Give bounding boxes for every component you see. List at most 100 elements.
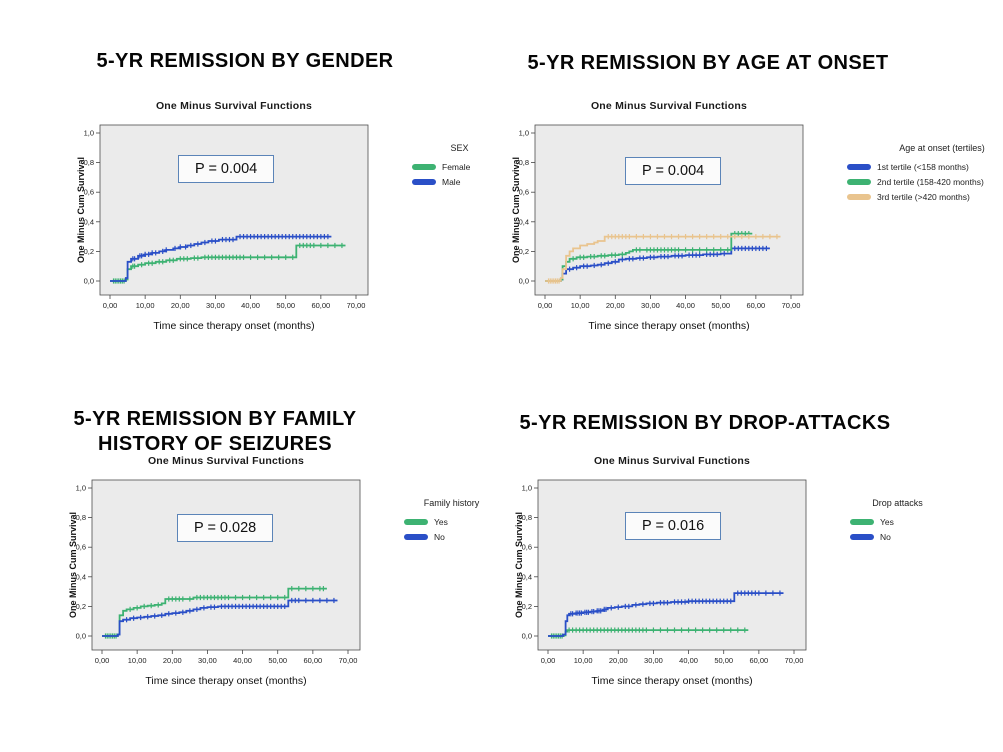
- svg-text:0,2: 0,2: [519, 247, 529, 256]
- svg-text:0,8: 0,8: [84, 158, 94, 167]
- survival-plot-family-history: 0,00 10,00 20,00 30,00 40,00 50,00 60,00 70,00 0…: [76, 479, 361, 666]
- svg-text:30,00: 30,00: [206, 301, 225, 310]
- axes-ticks: 0,00 10,00 20,00 30,00 40,00 50,00 60,00 70,00 0…: [519, 129, 801, 311]
- legend-items: 1st tertile (<158 months) 2nd tertile (15…: [847, 162, 1003, 202]
- y-axis-label: One Minus Cum Survival: [76, 156, 86, 264]
- svg-text:0,0: 0,0: [522, 632, 532, 641]
- panel-drop-attacks: One Minus Survival Functions One Minus C…: [498, 455, 923, 687]
- svg-text:70,00: 70,00: [785, 656, 804, 665]
- svg-text:0,8: 0,8: [519, 158, 529, 167]
- heading-gender: 5-YR REMISSION BY GENDER: [96, 50, 394, 73]
- svg-text:50,00: 50,00: [714, 656, 733, 665]
- svg-text:0,0: 0,0: [84, 277, 94, 286]
- series-2nd-tertile-158-420-months-: [545, 231, 753, 282]
- axes-ticks: 0,00 10,00 20,00 30,00 40,00 50,00 60,00 70,00 0…: [84, 129, 366, 311]
- plot-area: [537, 479, 807, 651]
- legend-swatch-icon: [850, 519, 874, 525]
- legend-item-label: 1st tertile (<158 months): [877, 162, 969, 172]
- svg-text:0,2: 0,2: [522, 602, 532, 611]
- svg-text:60,00: 60,00: [311, 301, 330, 310]
- plot-area: [91, 479, 361, 651]
- legend-family-history: Family history Yes No: [404, 498, 499, 547]
- series-no: [548, 590, 784, 637]
- legend-swatch-icon: [412, 179, 436, 185]
- x-axis-label: Time since therapy onset (months): [588, 320, 750, 332]
- legend-swatch-icon: [404, 534, 428, 540]
- svg-text:10,00: 10,00: [128, 656, 147, 665]
- legend-item-label: Male: [442, 177, 461, 187]
- legend-swatch-icon: [850, 534, 874, 540]
- svg-text:60,00: 60,00: [749, 656, 768, 665]
- legend-title: Family history: [423, 498, 480, 508]
- legend-title: Age at onset (tertiles): [899, 143, 985, 153]
- svg-text:10,00: 10,00: [574, 656, 593, 665]
- legend-item: 1st tertile (<158 months): [847, 162, 1003, 172]
- svg-text:0,2: 0,2: [84, 247, 94, 256]
- p-value-box: P = 0.004: [625, 157, 722, 185]
- legend-item: Yes: [850, 517, 945, 527]
- svg-text:10,00: 10,00: [571, 301, 590, 310]
- legend-item: Male: [412, 177, 507, 187]
- svg-text:0,8: 0,8: [76, 513, 86, 522]
- svg-text:1,0: 1,0: [522, 484, 532, 493]
- series-1st-tertile-158-months-: [545, 245, 770, 282]
- svg-text:70,00: 70,00: [347, 301, 366, 310]
- legend-swatch-icon: [847, 194, 871, 200]
- svg-text:0,8: 0,8: [522, 513, 532, 522]
- legend-items: Yes No: [850, 517, 945, 542]
- svg-text:0,00: 0,00: [538, 301, 553, 310]
- legend-item-label: Female: [442, 162, 471, 172]
- svg-text:0,0: 0,0: [519, 277, 529, 286]
- svg-text:0,4: 0,4: [522, 572, 532, 581]
- chart-title: One Minus Survival Functions: [155, 100, 313, 112]
- legend-item-label: Yes: [880, 517, 894, 527]
- p-value-box: P = 0.004: [178, 155, 275, 183]
- svg-text:30,00: 30,00: [198, 656, 217, 665]
- svg-text:20,00: 20,00: [171, 301, 190, 310]
- series-3rd-tertile-420-months-: [545, 234, 781, 284]
- legend-item-label: No: [880, 532, 891, 542]
- legend-item: 2nd tertile (158-420 months): [847, 177, 1003, 187]
- svg-text:0,2: 0,2: [76, 602, 86, 611]
- chart-title: One Minus Survival Functions: [590, 100, 748, 112]
- svg-text:20,00: 20,00: [606, 301, 625, 310]
- heading-drop-attacks: 5-YR REMISSION BY DROP-ATTACKS: [519, 412, 891, 435]
- legend-item: Yes: [404, 517, 499, 527]
- svg-text:30,00: 30,00: [644, 656, 663, 665]
- legend-item-label: 2nd tertile (158-420 months): [877, 177, 984, 187]
- svg-text:10,00: 10,00: [136, 301, 155, 310]
- svg-text:1,0: 1,0: [76, 484, 86, 493]
- axes-ticks: 0,00 10,00 20,00 30,00 40,00 50,00 60,00 70,00 0…: [76, 484, 358, 666]
- svg-text:0,6: 0,6: [84, 188, 94, 197]
- panel-age-at-onset: One Minus Survival Functions One Minus C…: [495, 100, 985, 332]
- plot-area: [99, 124, 369, 296]
- x-axis-label: Time since therapy onset (months): [591, 675, 753, 687]
- svg-text:0,4: 0,4: [76, 572, 86, 581]
- p-value-box: P = 0.028: [177, 514, 274, 542]
- legend-item-label: Yes: [434, 517, 448, 527]
- legend-items: Female Male: [412, 162, 507, 187]
- svg-text:40,00: 40,00: [679, 656, 698, 665]
- svg-text:50,00: 50,00: [711, 301, 730, 310]
- svg-text:40,00: 40,00: [676, 301, 695, 310]
- survival-plot-age-at-onset: 0,00 10,00 20,00 30,00 40,00 50,00 60,00 70,00 0…: [519, 124, 804, 311]
- legend-item: No: [850, 532, 945, 542]
- svg-text:0,6: 0,6: [522, 543, 532, 552]
- series-male: [110, 234, 332, 282]
- panel-gender: One Minus Survival Functions One Minus C…: [60, 100, 470, 332]
- svg-text:1,0: 1,0: [519, 129, 529, 138]
- svg-text:50,00: 50,00: [276, 301, 295, 310]
- svg-text:1,0: 1,0: [84, 129, 94, 138]
- x-axis-label: Time since therapy onset (months): [153, 320, 315, 332]
- svg-text:0,0: 0,0: [76, 632, 86, 641]
- y-axis-label: One Minus Cum Survival: [514, 511, 524, 619]
- legend-title: Drop attacks: [872, 498, 923, 508]
- svg-text:50,00: 50,00: [268, 656, 287, 665]
- svg-text:30,00: 30,00: [641, 301, 660, 310]
- y-axis-label: One Minus Cum Survival: [68, 511, 78, 619]
- y-axis-label: One Minus Cum Survival: [511, 156, 521, 264]
- series-no: [102, 597, 338, 637]
- svg-text:20,00: 20,00: [163, 656, 182, 665]
- survival-plot-gender: 0,00 10,00 20,00 30,00 40,00 50,00 60,00 70,00 0…: [84, 124, 369, 311]
